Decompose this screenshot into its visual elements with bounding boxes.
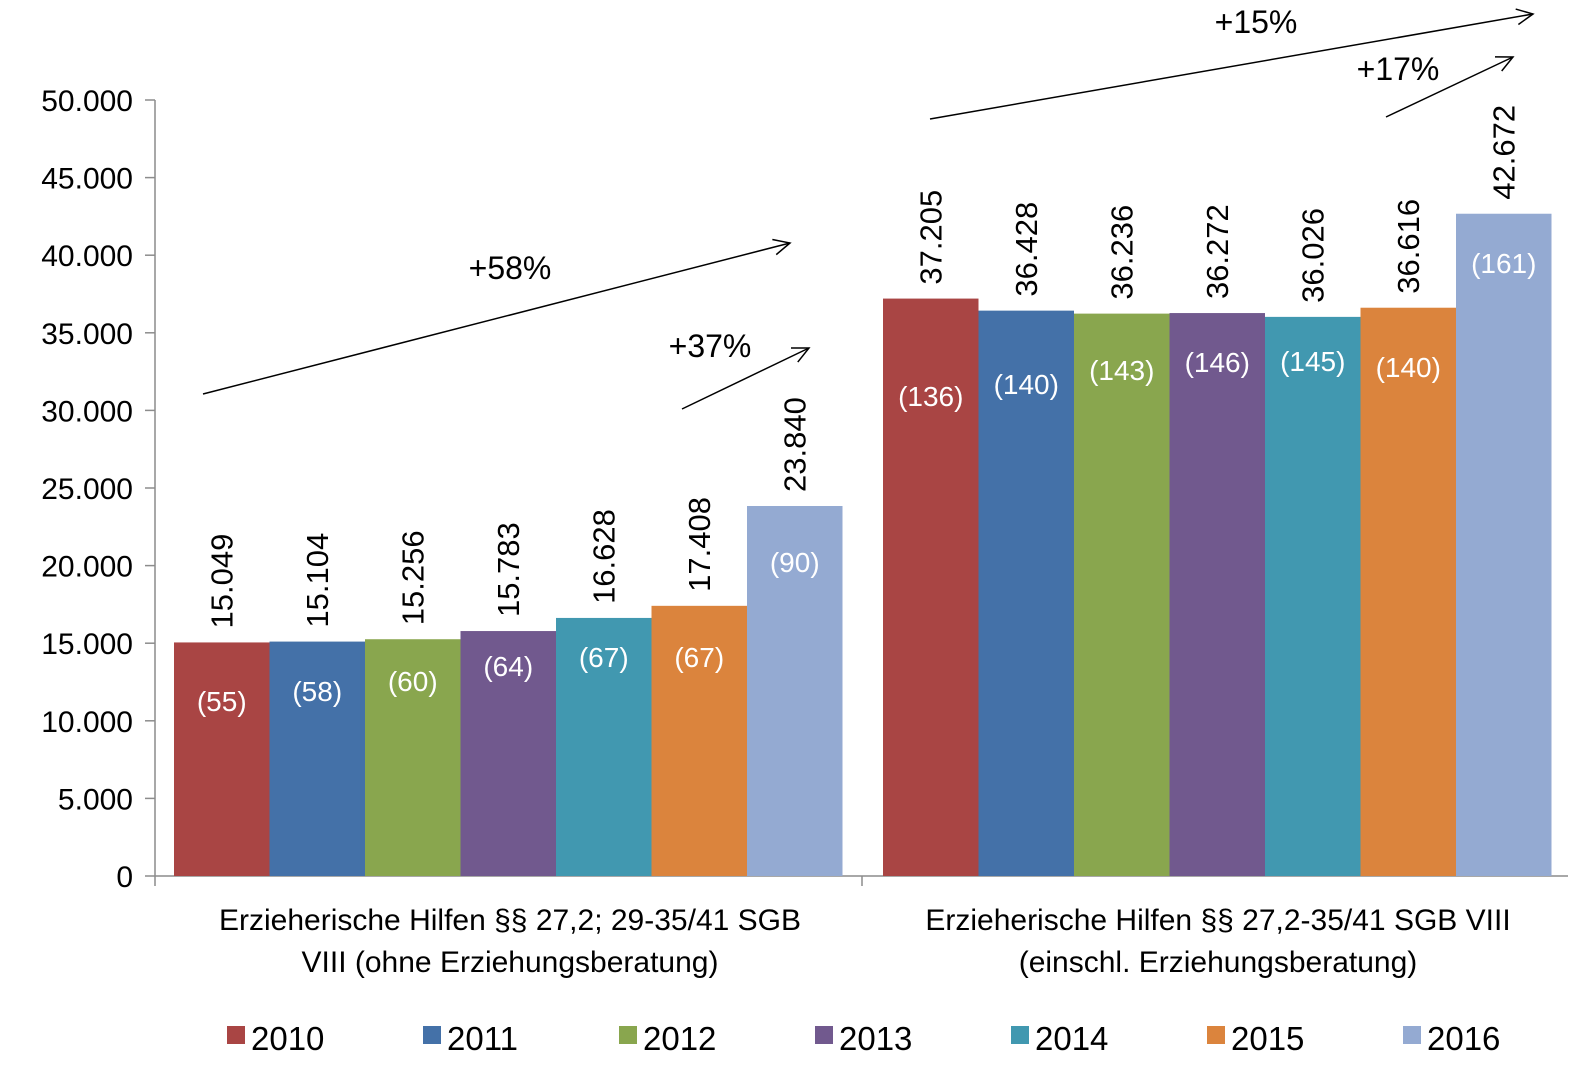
bars: 15.049 37.205 15.104 36.428 15.256 36.236 15.7… [174,105,1552,877]
arrow-head [1494,56,1515,72]
y-tick-label: 50.000 [41,85,133,118]
legend-label: 2015 [1231,1020,1304,1057]
y-tick-label: 45.000 [41,163,133,196]
x-category-label: Erzieherische Hilfen §§ 27,2-35/41 SGB V… [925,904,1510,937]
bar-value-label: 15.256 [396,530,431,625]
growth-label: +58% [469,250,552,286]
y-tick-label: 30.000 [41,395,133,428]
bar-value-label: 37.205 [914,190,949,285]
y-tick-label: 0 [116,861,133,894]
bar-value-label: 36.026 [1296,208,1331,303]
legend-label: 2012 [643,1020,716,1057]
bar-inner-label: (143) [1089,355,1154,386]
bar-value-label: 36.616 [1391,199,1426,294]
arrow-head [1515,8,1535,26]
bar-inner-label: (90) [770,547,820,578]
bar-inner-label: (58) [292,676,342,707]
legend-swatch [227,1026,245,1044]
bar-inner-label: (140) [994,369,1059,400]
y-tick-label: 10.000 [41,706,133,739]
legend-swatch [1207,1026,1225,1044]
growth-label: +37% [669,328,752,364]
bar-value-label: 36.428 [1009,202,1044,297]
arrow-head [790,347,811,363]
arrow-head [772,238,792,256]
bar-inner-label: (60) [388,666,438,697]
x-axis: Erzieherische Hilfen §§ 27,2; 29-35/41 S… [155,875,1568,979]
bar [556,617,652,876]
bar [460,631,556,876]
bar [1265,316,1361,876]
bar-value-label: 17.408 [682,497,717,592]
legend-label: 2013 [839,1020,912,1057]
growth-arrow [1385,56,1514,118]
growth-annotations: +58% +37% +15% +17% [202,4,1535,410]
bar-inner-label: (67) [674,642,724,673]
legend-label: 2011 [447,1020,518,1057]
bar [1360,307,1456,876]
bar [883,298,979,877]
y-tick-label: 35.000 [41,318,133,351]
legend-swatch [423,1026,441,1044]
bar [747,506,843,876]
bar-value-label: 16.628 [587,509,622,604]
bar [978,310,1074,876]
bar-inner-label: (140) [1376,352,1441,383]
bar [1169,313,1265,876]
growth-arrow [202,242,791,395]
bar [651,605,747,876]
y-tick-label: 5.000 [58,783,133,816]
growth-arrow [681,347,810,410]
bar-value-label: 42.672 [1487,105,1522,200]
x-category-label: Erzieherische Hilfen §§ 27,2; 29-35/41 S… [219,904,801,937]
x-category-label: VIII (ohne Erziehungsberatung) [302,946,719,979]
bar-value-label: 15.049 [205,534,240,629]
bar [269,641,365,876]
growth-label: +15% [1215,4,1298,40]
bar-inner-label: (64) [483,651,533,682]
y-tick-label: 20.000 [41,551,133,584]
bar-inner-label: (161) [1471,248,1536,279]
bar-value-label: 23.840 [778,397,813,492]
growth-arrow [929,13,1534,120]
bar-value-label: 15.783 [491,522,526,617]
legend-label: 2010 [251,1020,324,1057]
legend-swatch [619,1026,637,1044]
bar-value-label: 15.104 [300,533,335,628]
bar [365,639,461,876]
legend-swatch [815,1026,833,1044]
bar-inner-label: (67) [579,642,629,673]
bar-inner-label: (145) [1280,346,1345,377]
bar-inner-label: (136) [898,381,963,412]
bar-value-label: 36.272 [1200,204,1235,299]
y-tick-label: 40.000 [41,240,133,273]
bar-value-label: 36.236 [1105,205,1140,300]
y-tick-label: 25.000 [41,473,133,506]
legend: 2010 2011 2012 2013 2014 2015 2016 [227,1020,1500,1057]
bar-inner-label: (146) [1185,347,1250,378]
bar-inner-label: (55) [197,686,247,717]
bar [1456,213,1552,876]
y-tick-label: 15.000 [41,628,133,661]
x-category-label: (einschl. Erziehungsberatung) [1019,946,1418,979]
legend-label: 2016 [1427,1020,1500,1057]
bar [174,642,270,876]
legend-swatch [1403,1026,1421,1044]
growth-label: +17% [1357,51,1440,87]
bar [1074,313,1170,876]
legend-label: 2014 [1035,1020,1108,1057]
y-axis: 0 5.000 10.000 15.000 20.000 25.000 30.000 35.0… [41,85,156,894]
legend-swatch [1011,1026,1029,1044]
